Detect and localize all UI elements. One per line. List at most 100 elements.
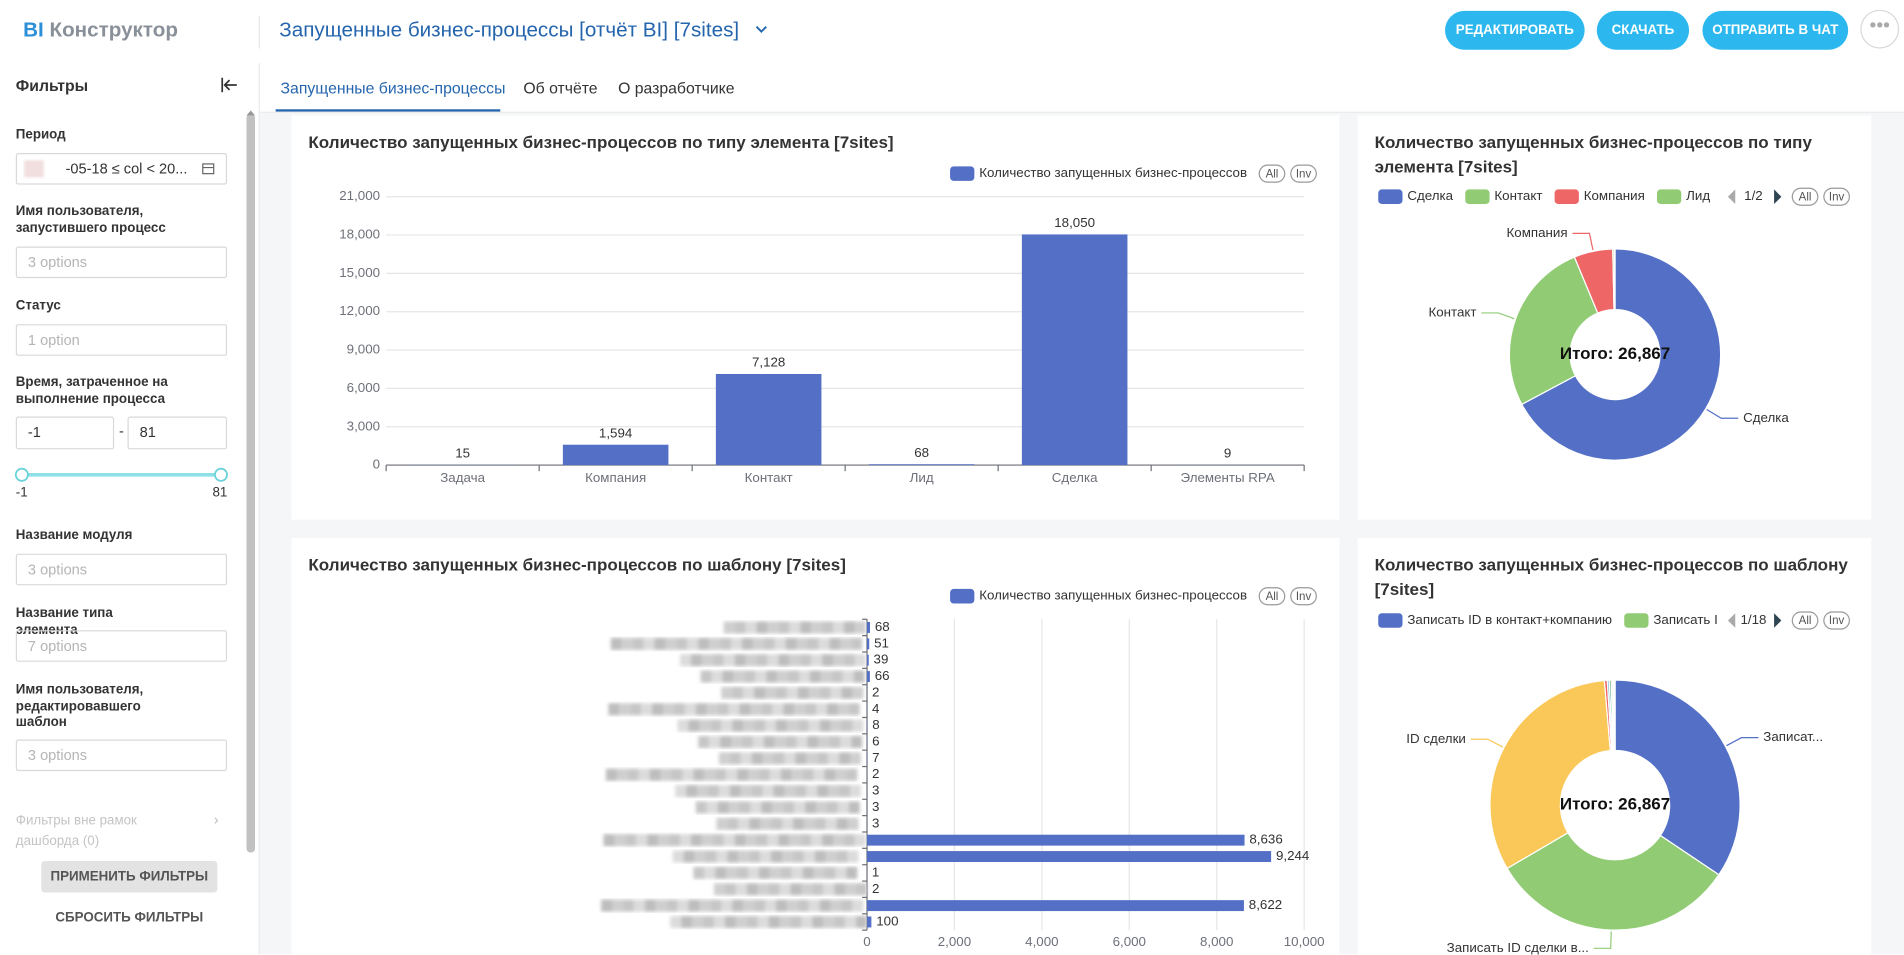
pixel xyxy=(754,719,766,732)
pixel xyxy=(712,654,724,667)
legend-prev[interactable] xyxy=(1727,189,1736,205)
scrollbar[interactable] xyxy=(246,114,256,853)
bar[interactable] xyxy=(867,834,1245,846)
pie-slice[interactable] xyxy=(1508,256,1599,406)
select[interactable]: 7 options xyxy=(15,630,228,662)
pixel xyxy=(690,654,702,667)
range-min-input[interactable]: -1 xyxy=(15,416,115,450)
pixel xyxy=(806,752,818,765)
range-slider[interactable] xyxy=(12,466,237,483)
bar[interactable] xyxy=(867,900,1244,912)
pixel xyxy=(816,801,827,814)
legend-item[interactable]: Сделка xyxy=(1378,188,1454,205)
legend-toggle[interactable]: All xyxy=(1258,164,1286,183)
bar[interactable] xyxy=(562,444,669,466)
pixel xyxy=(820,670,832,683)
range-max-input[interactable]: 81 xyxy=(127,416,228,450)
legend-toggle[interactable]: All xyxy=(1258,587,1286,606)
legend-next[interactable] xyxy=(1774,189,1782,205)
legend-toggle[interactable]: All xyxy=(1791,187,1819,206)
pixel xyxy=(716,817,728,830)
pixel xyxy=(732,899,744,912)
select[interactable]: 3 options xyxy=(15,553,228,586)
bar[interactable] xyxy=(868,464,975,466)
download-button[interactable]: СКАЧАТЬ xyxy=(1596,10,1690,50)
pixel xyxy=(779,915,791,929)
legend-swatch[interactable] xyxy=(950,588,975,604)
pixel xyxy=(692,915,704,929)
tab[interactable]: Об отчёте xyxy=(523,78,598,98)
legend-item[interactable]: Компания xyxy=(1554,188,1645,205)
bar[interactable] xyxy=(867,851,1272,862)
value-label: 39 xyxy=(874,652,889,667)
bar[interactable] xyxy=(867,638,870,650)
pixel xyxy=(851,735,863,749)
more-button[interactable]: ••• xyxy=(1860,9,1900,49)
pie-slice[interactable] xyxy=(1489,679,1612,870)
pixel xyxy=(670,915,682,929)
bar[interactable] xyxy=(867,622,870,633)
pie-slice[interactable] xyxy=(1614,679,1741,876)
legend-next[interactable] xyxy=(1774,613,1782,628)
pixel xyxy=(772,703,784,716)
blurred-label xyxy=(610,637,863,650)
pixel xyxy=(786,719,798,732)
pixel xyxy=(818,735,830,749)
pixel xyxy=(850,752,861,765)
outside-filters[interactable]: Фильтры вне рамок дашборда (0) xyxy=(15,813,137,849)
pixel xyxy=(680,654,691,667)
pie-slice[interactable] xyxy=(1506,831,1720,931)
bar[interactable] xyxy=(1021,234,1128,466)
send-button[interactable]: ОТПРАВИТЬ В ЧАТ xyxy=(1702,10,1849,50)
divider xyxy=(259,111,1904,113)
pixel xyxy=(756,834,768,847)
tab[interactable]: Запущенные бизнес-процессы xyxy=(280,78,506,98)
legend: Сделка Контакт Компания Лид xyxy=(1378,188,1710,205)
pixel xyxy=(856,883,868,896)
bar[interactable] xyxy=(715,373,822,466)
select[interactable]: 3 options xyxy=(15,246,228,279)
pixel xyxy=(796,637,808,650)
pie-slice[interactable] xyxy=(1521,248,1722,461)
legend-prev[interactable] xyxy=(1727,613,1736,628)
pixel xyxy=(773,785,785,798)
legend-swatch xyxy=(1624,613,1649,628)
legend-toggle[interactable]: Inv xyxy=(1290,587,1317,606)
pixel xyxy=(782,850,793,863)
legend-label: Записать ID в контакт+компанию xyxy=(1407,612,1612,627)
edit-button[interactable]: РЕДАКТИРОВАТЬ xyxy=(1445,10,1585,50)
reset-button[interactable]: СБРОСИТЬ ФИЛЬТРЫ xyxy=(55,910,204,926)
date-input[interactable]: -05-18 ≤ col < 20... xyxy=(15,153,228,185)
bar[interactable] xyxy=(867,671,870,683)
legend-item[interactable]: Записать ID xyxy=(1624,612,1727,628)
pixel xyxy=(726,768,738,781)
legend-item[interactable]: Контакт xyxy=(1465,188,1542,205)
report-title[interactable]: Запущенные бизнес-процессы [отчёт BI] [7… xyxy=(279,18,769,42)
apply-button[interactable]: ПРИМЕНИТЬ ФИЛЬТРЫ xyxy=(41,860,218,893)
legend-toggle[interactable]: Inv xyxy=(1823,611,1850,630)
legend-toggle[interactable]: Inv xyxy=(1290,164,1317,183)
legend-toggle[interactable]: Inv xyxy=(1823,187,1850,206)
pixel xyxy=(768,883,780,896)
legend-item[interactable]: Записать ID в контакт+компанию xyxy=(1378,612,1612,628)
pixel xyxy=(854,834,866,847)
pixel xyxy=(740,785,752,798)
toggle-label: All xyxy=(1799,191,1812,203)
legend-item[interactable]: Лид xyxy=(1656,188,1710,205)
select[interactable]: 3 options xyxy=(15,739,228,772)
bar[interactable] xyxy=(867,916,872,928)
value-label: 100 xyxy=(876,914,898,929)
pixel xyxy=(734,621,746,634)
tab[interactable]: О разработчике xyxy=(618,78,735,98)
bar[interactable] xyxy=(867,654,869,666)
pixel xyxy=(752,735,764,749)
collapse-icon[interactable] xyxy=(220,77,239,94)
value-label: 15 xyxy=(455,445,470,460)
pixel xyxy=(665,637,677,650)
legend-toggle[interactable]: All xyxy=(1791,611,1819,630)
pixel xyxy=(840,637,852,650)
logo[interactable]: BI Конструктор xyxy=(23,18,178,42)
select[interactable]: 1 option xyxy=(15,324,228,356)
legend-swatch[interactable] xyxy=(950,166,975,181)
pixel xyxy=(686,785,698,798)
